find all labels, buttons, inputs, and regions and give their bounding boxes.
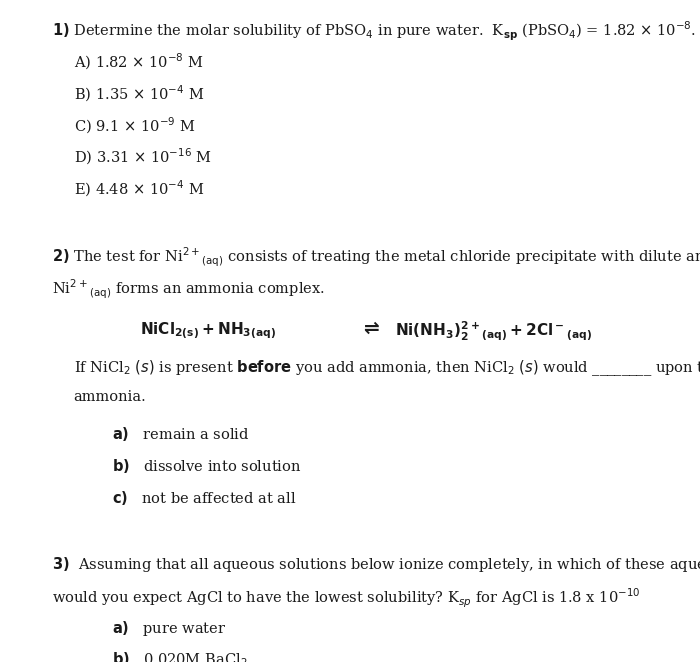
Text: $\mathbf{\rightleftharpoons}$: $\mathbf{\rightleftharpoons}$ [360,320,381,338]
Text: $\mathbf{b)}$   0.020M BaCl$_2$: $\mathbf{b)}$ 0.020M BaCl$_2$ [112,651,248,662]
Text: E) 4.48 $\times$ 10$^{-4}$ M: E) 4.48 $\times$ 10$^{-4}$ M [74,179,204,199]
Text: $\mathbf{1)}$ Determine the molar solubility of PbSO$_4$ in pure water.  K$_\mat: $\mathbf{1)}$ Determine the molar solubi… [52,20,696,43]
Text: If NiCl$_2$ $(s)$ is present $\mathbf{before}$ you add ammonia, then NiCl$_2$ $(: If NiCl$_2$ $(s)$ is present $\mathbf{be… [74,358,700,378]
Text: C) 9.1 $\times$ 10$^{-9}$ M: C) 9.1 $\times$ 10$^{-9}$ M [74,115,195,136]
Text: $\mathbf{a)}$   pure water: $\mathbf{a)}$ pure water [112,619,226,638]
Text: $\mathbf{2)}$ The test for Ni$^{2+}$$_\mathrm{(aq)}$ consists of treating the me: $\mathbf{2)}$ The test for Ni$^{2+}$$_\m… [52,246,700,269]
Text: Ni$^{2+}$$_\mathrm{(aq)}$ forms an ammonia complex.: Ni$^{2+}$$_\mathrm{(aq)}$ forms an ammon… [52,277,326,301]
Text: ammonia.: ammonia. [74,390,146,404]
Text: $\mathbf{c)}$   not be affected at all: $\mathbf{c)}$ not be affected at all [112,489,297,506]
Text: $\mathbf{a)}$   remain a solid: $\mathbf{a)}$ remain a solid [112,425,249,443]
Text: $\mathbf{3)}$  Assuming that all aqueous solutions below ionize completely, in w: $\mathbf{3)}$ Assuming that all aqueous … [52,555,700,575]
Text: $\mathbf{b)}$   dissolve into solution: $\mathbf{b)}$ dissolve into solution [112,457,302,475]
Text: B) 1.35 $\times$ 10$^{-4}$ M: B) 1.35 $\times$ 10$^{-4}$ M [74,83,204,104]
Text: A) 1.82 $\times$ 10$^{-8}$ M: A) 1.82 $\times$ 10$^{-8}$ M [74,52,203,72]
Text: would you expect AgCl to have the lowest solubility? K$_{sp}$ for AgCl is 1.8 x : would you expect AgCl to have the lowest… [52,587,641,610]
Text: D) 3.31 $\times$ 10$^{-16}$ M: D) 3.31 $\times$ 10$^{-16}$ M [74,147,211,167]
Text: $\mathbf{NiCl_{2(s)} + NH_{3(aq)}}$: $\mathbf{NiCl_{2(s)} + NH_{3(aq)}}$ [140,320,276,341]
Text: $\mathbf{Ni(NH_3)_2^{2+}{}_{(aq)} + 2Cl^-{}_{(aq)}}$: $\mathbf{Ni(NH_3)_2^{2+}{}_{(aq)} + 2Cl^… [395,320,593,344]
